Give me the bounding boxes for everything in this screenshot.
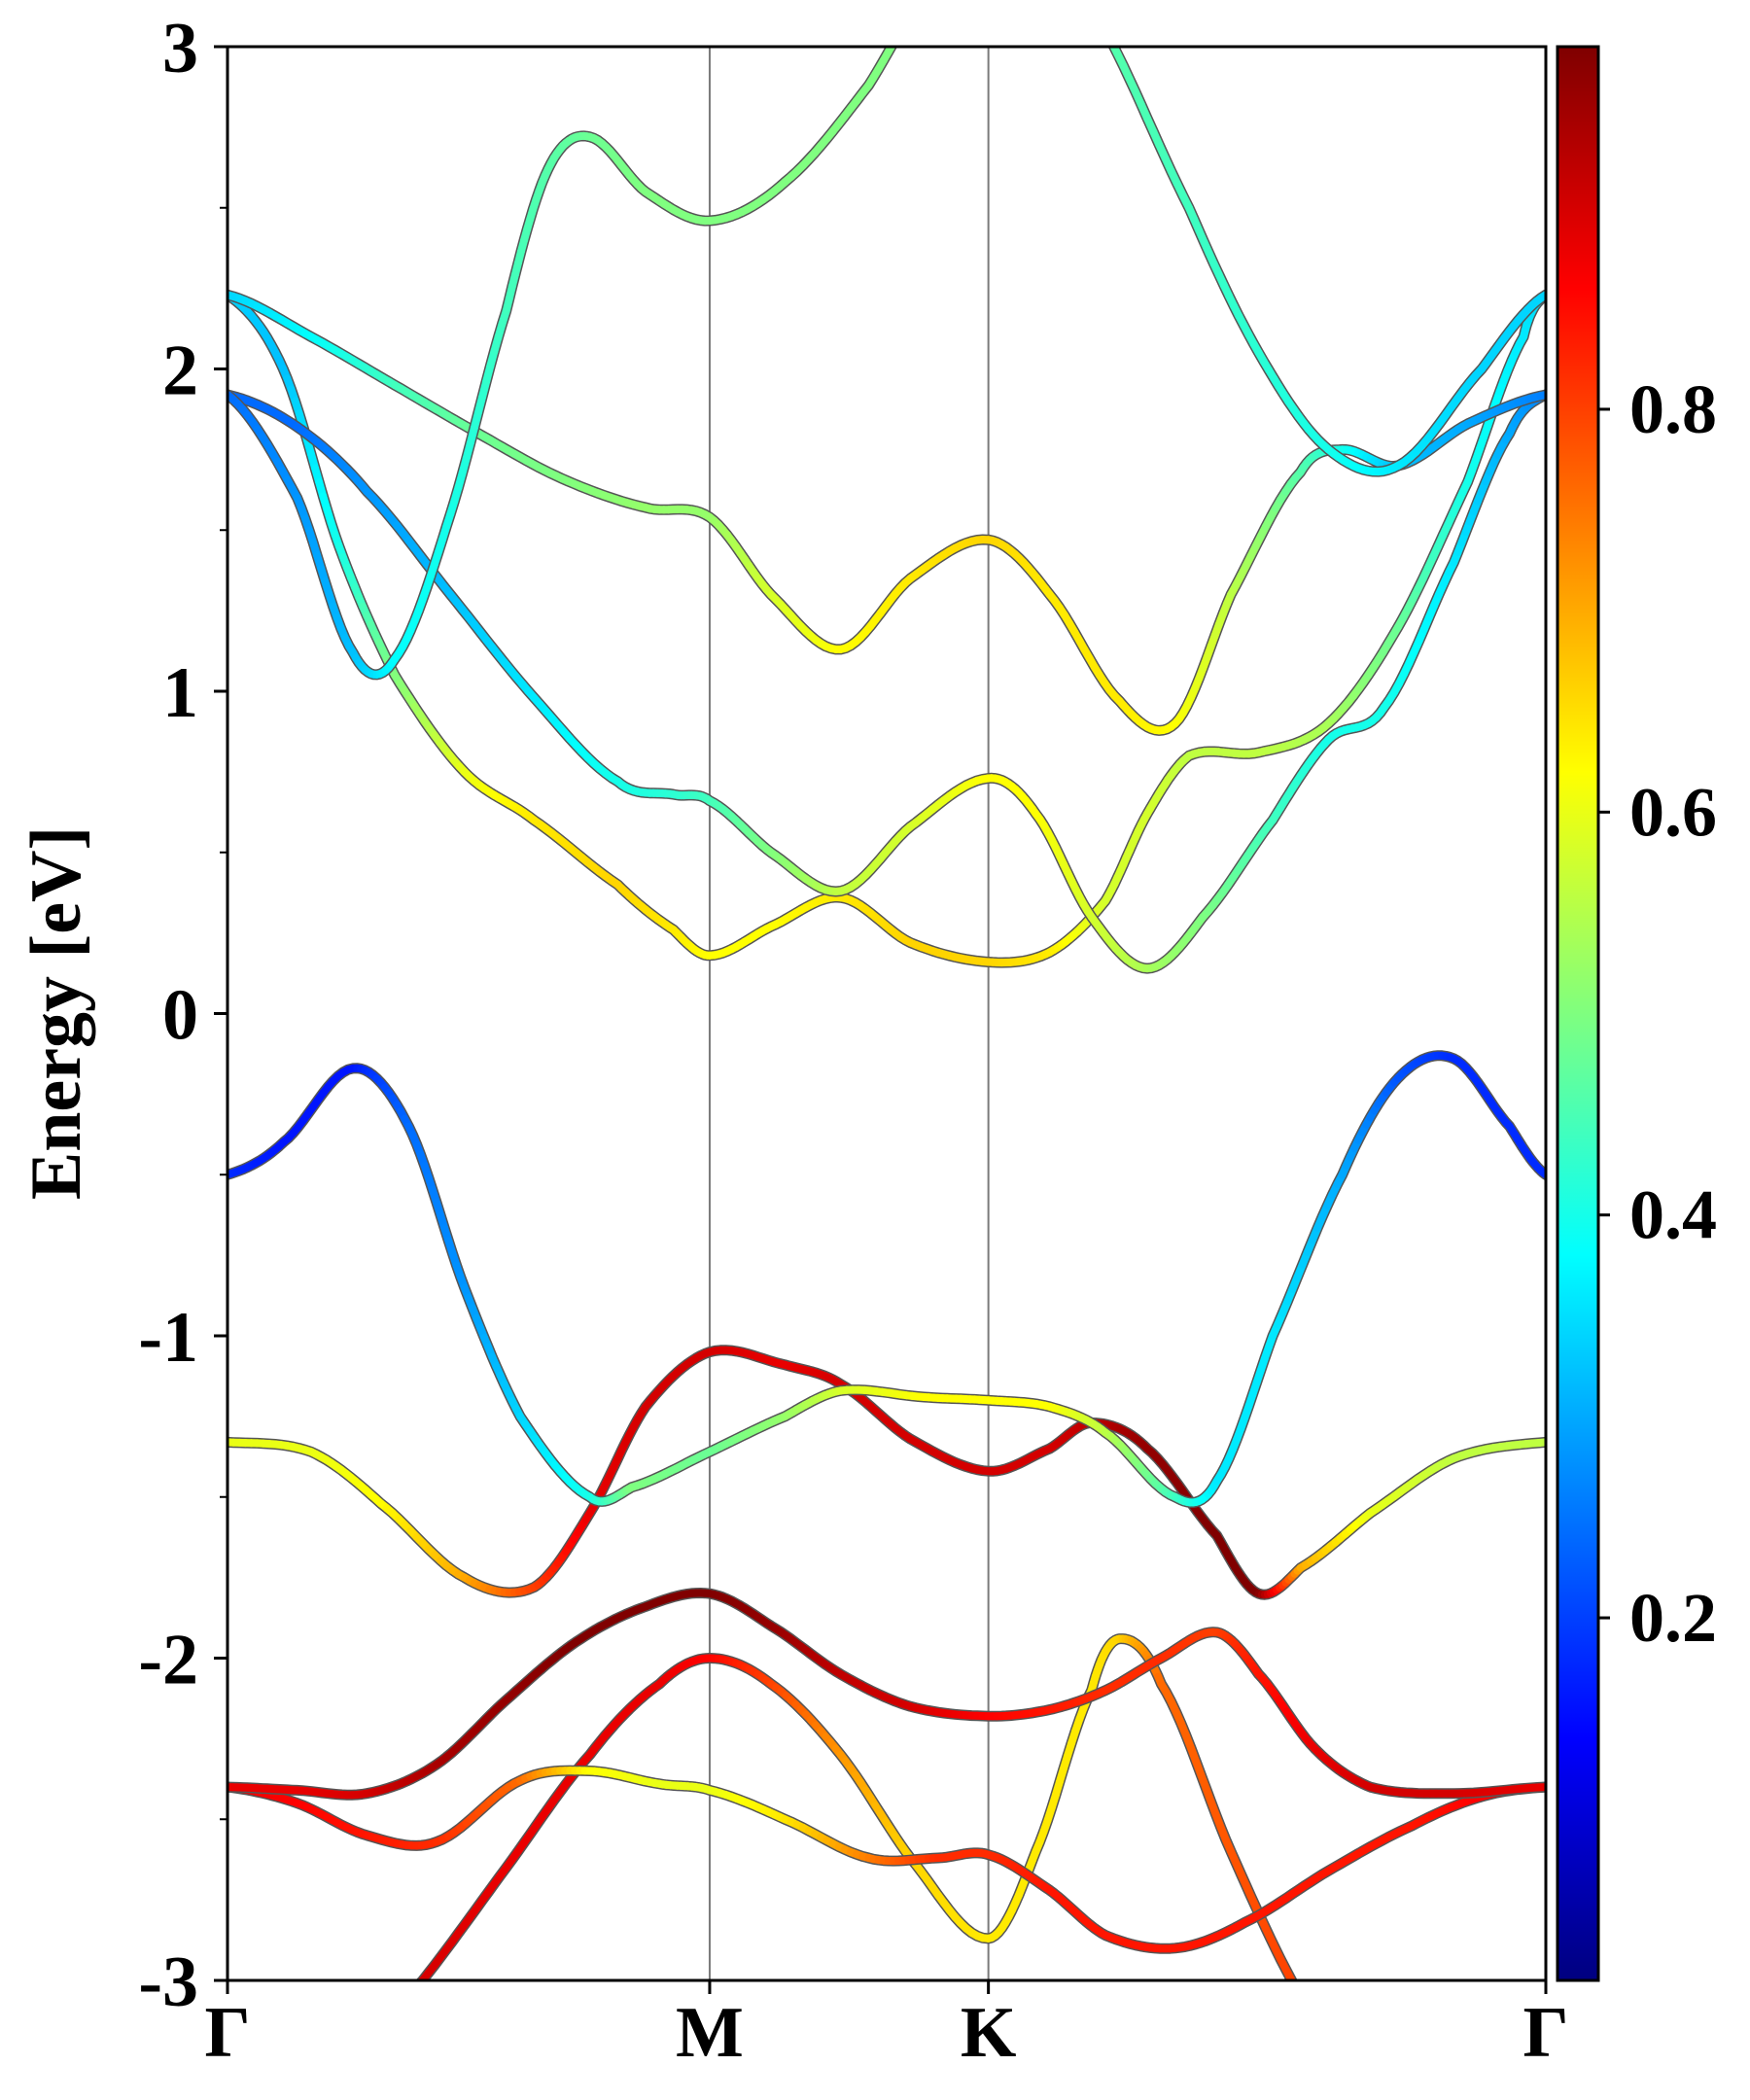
- x-tick-label: K: [961, 1993, 1017, 2073]
- x-tick-label: Γ: [1522, 1993, 1568, 2073]
- band-outline: [228, 1050, 1546, 1508]
- colorbar: 0.2 0.4 0.6 0.8: [1556, 45, 1717, 1982]
- band-segment: [1320, 2029, 1325, 2037]
- y-axis-title: Energy [eV]: [17, 826, 96, 1200]
- band-segment: [1370, 2093, 1376, 2099]
- band-segment: [1301, 1997, 1306, 2006]
- band-segment: [228, 2093, 234, 2094]
- band-segment: [1306, 2005, 1311, 2012]
- band-lines: [228, 0, 1546, 2099]
- band-segment: [898, 24, 903, 33]
- band-segment: [311, 2081, 318, 2083]
- y-tick-label: 1: [162, 653, 198, 733]
- band-segment: [360, 2043, 367, 2049]
- x-tick-label: M: [676, 1993, 744, 2073]
- band-segment: [1360, 2082, 1365, 2087]
- band-segment: [318, 2077, 325, 2081]
- band-outline: [228, 289, 1546, 968]
- band-segment: [346, 2056, 353, 2062]
- band-segment: [304, 2083, 311, 2086]
- band-outline: [228, 289, 1546, 736]
- band-outline: [228, 1345, 1546, 1600]
- y-tick-label: -1: [138, 1298, 198, 1378]
- plot-frame: [226, 45, 1548, 1982]
- band-segment: [908, 7, 913, 16]
- colorbar-ticks: 0.2 0.4 0.6 0.8: [1598, 370, 1717, 1657]
- band-segment: [1365, 2087, 1370, 2093]
- y-tick-label: 3: [162, 9, 198, 88]
- y-tick-label: -3: [138, 1942, 198, 2022]
- band-segment: [1102, 19, 1105, 30]
- band-segment: [395, 2004, 402, 2012]
- y-axis: -3 -2 -1 0 1 2 3: [138, 9, 228, 2022]
- band-segment: [408, 1988, 415, 1996]
- band-series: [228, 1345, 1546, 1600]
- band-segment: [1325, 2036, 1330, 2043]
- band-series: [228, 289, 1546, 736]
- band-series: [228, 289, 1546, 968]
- band-segment: [291, 2088, 298, 2090]
- band-series: [228, 0, 1546, 681]
- colorbar-tick-label: 0.2: [1629, 1579, 1717, 1657]
- band-series: [228, 1050, 1546, 1508]
- colorbar-gradient: [1556, 45, 1600, 1982]
- band-segment: [1098, 9, 1102, 19]
- band-outline: [228, 47, 1546, 681]
- band-segment: [367, 2035, 373, 2043]
- band-outline: [228, 389, 1546, 974]
- band-segment: [381, 2019, 388, 2027]
- band-segment: [1336, 2050, 1341, 2057]
- band-segment: [1330, 2043, 1335, 2049]
- colorbar-tick-label: 0.4: [1629, 1176, 1717, 1254]
- colorbar-tick-label: 0.6: [1629, 773, 1717, 851]
- colorbar-tick-label: 0.8: [1629, 370, 1717, 448]
- band-segment: [353, 2049, 360, 2056]
- band-segment: [1105, 30, 1111, 42]
- band-segment: [374, 2027, 381, 2035]
- band-series: [228, 1588, 1546, 1801]
- band-segment: [1346, 2063, 1350, 2070]
- x-tick-label: Γ: [204, 1993, 250, 2073]
- band-segment: [903, 16, 908, 24]
- band-segment: [402, 1996, 408, 2004]
- band-segment: [325, 2073, 332, 2078]
- band-segment: [1350, 2070, 1355, 2076]
- band-segment: [332, 2068, 339, 2073]
- band-segment: [892, 47, 894, 48]
- band-segment: [1094, 0, 1098, 9]
- band-segment: [298, 2086, 304, 2088]
- band-series: [228, 389, 1546, 974]
- band-segment: [1311, 2013, 1315, 2021]
- band-segment: [388, 2012, 395, 2019]
- band-outline: [415, 1633, 1298, 1980]
- y-tick-label: -2: [138, 1621, 198, 1700]
- band-series: [228, 1633, 1376, 2099]
- band-segment: [1341, 2056, 1346, 2063]
- y-tick-label: 0: [162, 976, 198, 1056]
- band-segment: [339, 2062, 346, 2068]
- band-segment: [1355, 2076, 1360, 2082]
- y-tick-label: 2: [162, 332, 198, 411]
- band-segment: [913, 0, 918, 7]
- high-symmetry-lines: [708, 47, 990, 1980]
- band-segment: [1315, 2021, 1320, 2029]
- band-segment: [276, 2090, 283, 2091]
- band-series: [228, 1765, 1546, 1954]
- band-segment: [1296, 1988, 1301, 1997]
- band-segment: [283, 2089, 290, 2090]
